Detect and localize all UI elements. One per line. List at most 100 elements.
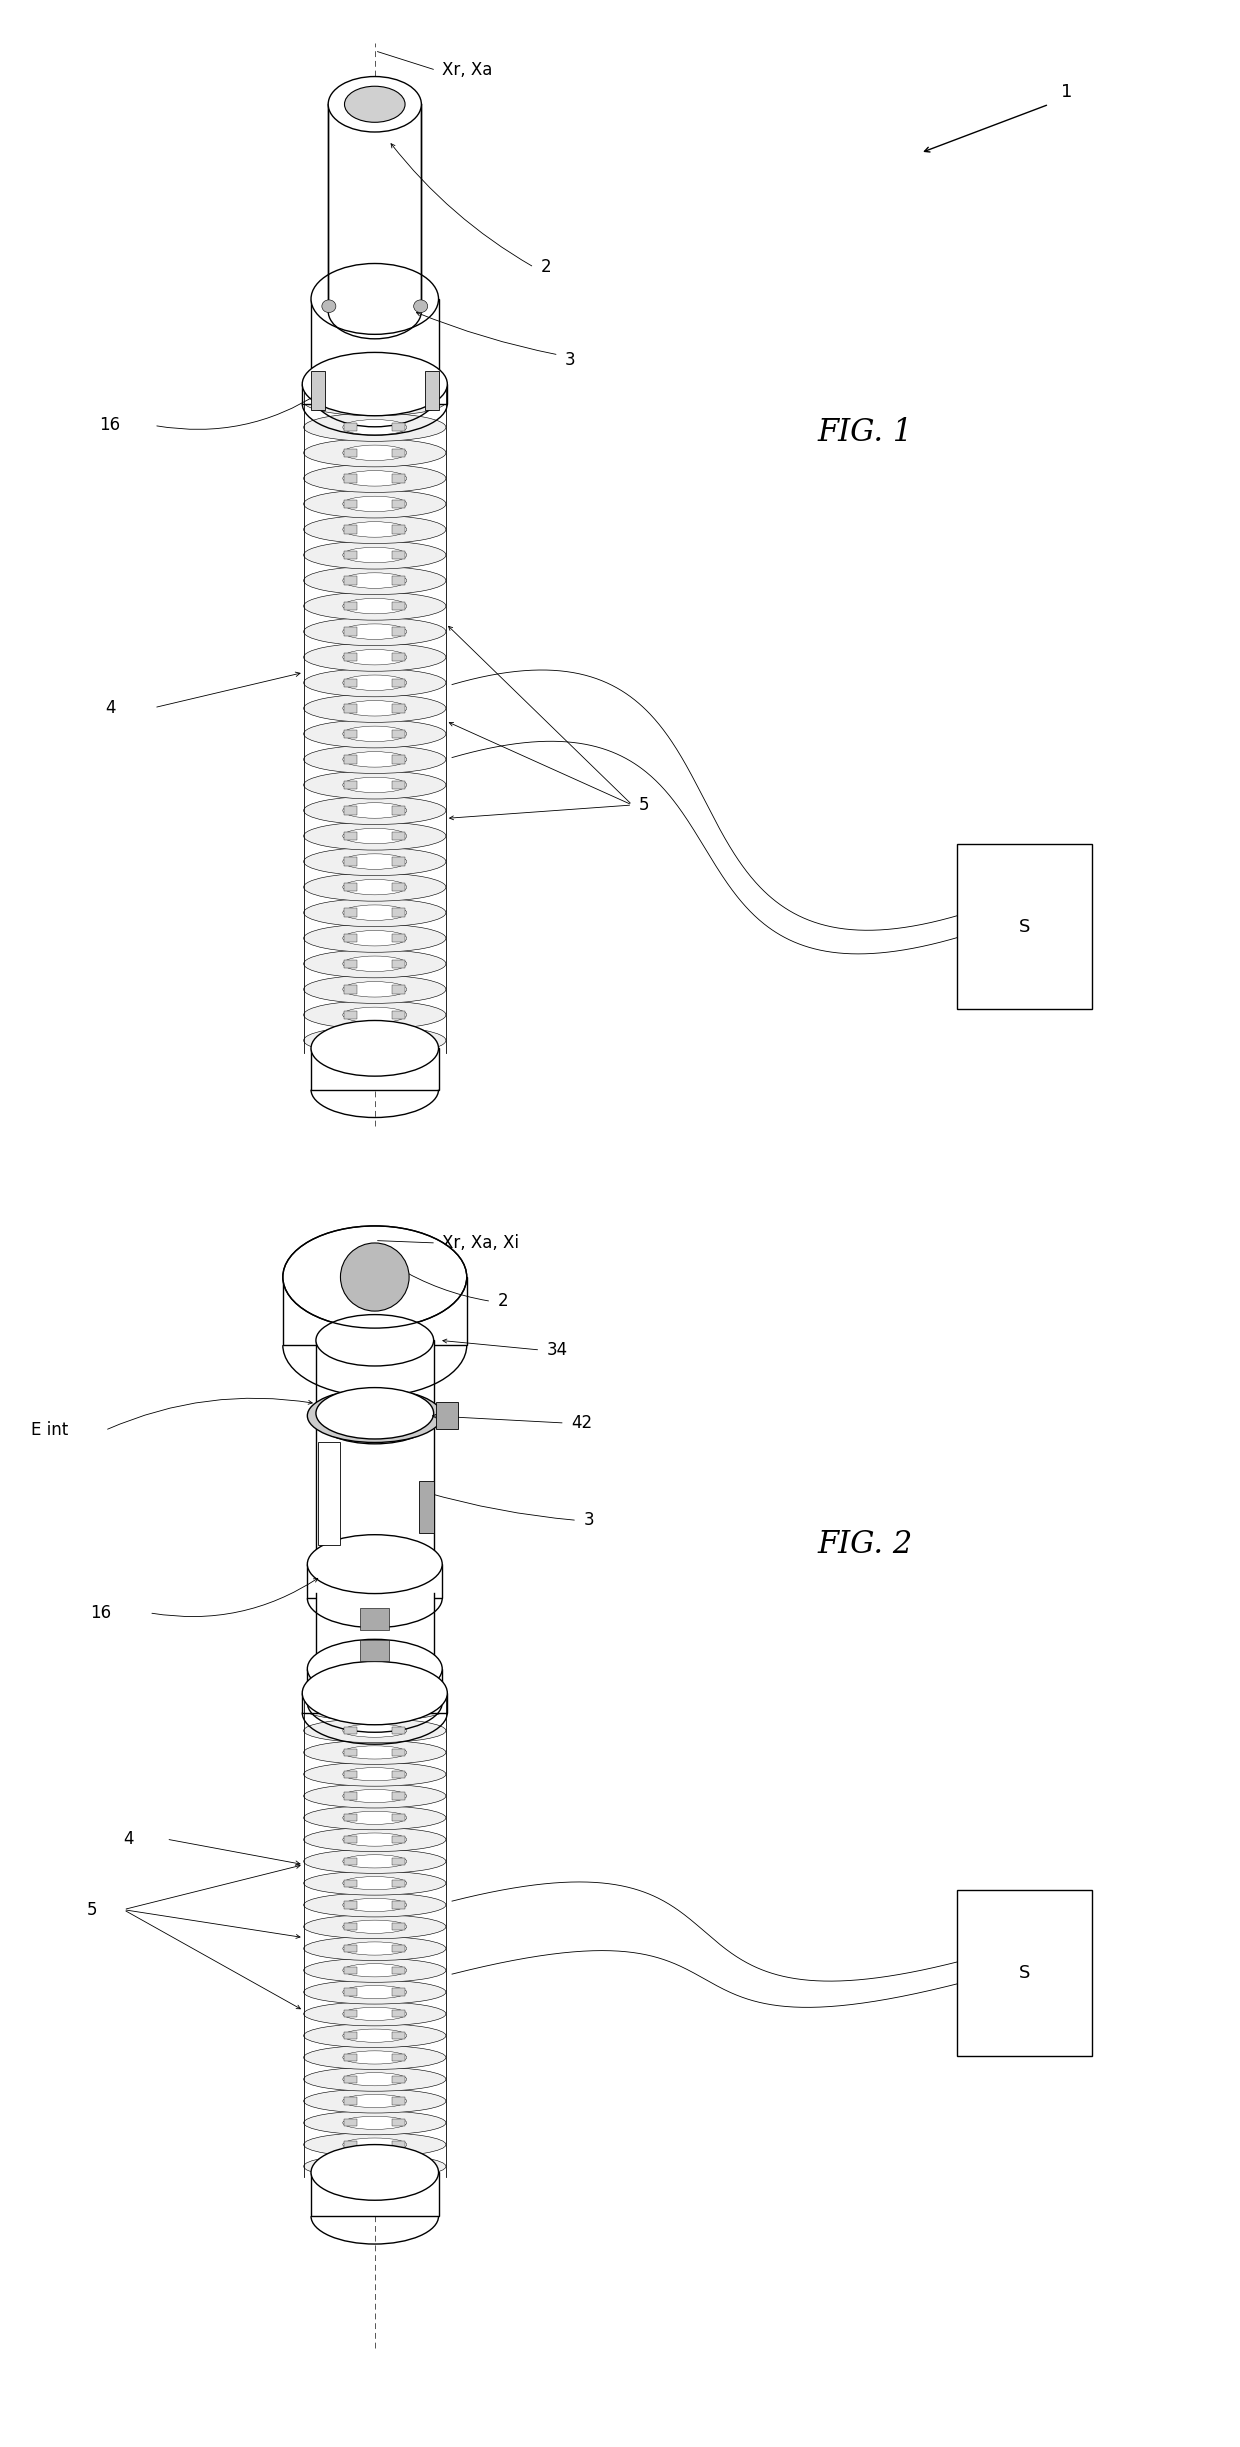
- Bar: [392, 805, 405, 815]
- Ellipse shape: [304, 1025, 446, 1055]
- Ellipse shape: [304, 898, 446, 927]
- Bar: [392, 781, 405, 788]
- Ellipse shape: [304, 2002, 446, 2026]
- Bar: [345, 1901, 357, 1909]
- Text: S: S: [1019, 1965, 1030, 1982]
- Ellipse shape: [304, 847, 446, 876]
- Ellipse shape: [304, 592, 446, 619]
- Ellipse shape: [342, 548, 407, 563]
- Ellipse shape: [304, 695, 446, 722]
- Bar: [345, 526, 357, 533]
- Ellipse shape: [342, 445, 407, 460]
- Bar: [311, 1047, 439, 1089]
- Bar: [345, 986, 357, 993]
- Ellipse shape: [342, 624, 407, 639]
- Text: 42: 42: [570, 1414, 591, 1431]
- Ellipse shape: [304, 925, 446, 952]
- Bar: [345, 423, 357, 431]
- Ellipse shape: [342, 2161, 407, 2173]
- Bar: [345, 1750, 357, 1757]
- Ellipse shape: [342, 1833, 407, 1845]
- Ellipse shape: [342, 1921, 407, 1933]
- Ellipse shape: [304, 668, 446, 697]
- Bar: [345, 678, 357, 688]
- Bar: [311, 2173, 439, 2217]
- Ellipse shape: [304, 746, 446, 773]
- Ellipse shape: [342, 778, 407, 793]
- Bar: [957, 1889, 1092, 2055]
- Bar: [319, 1441, 341, 1544]
- Ellipse shape: [304, 719, 446, 749]
- Bar: [392, 448, 405, 458]
- Text: E int: E int: [31, 1422, 68, 1439]
- Ellipse shape: [342, 1811, 407, 1825]
- Ellipse shape: [342, 727, 407, 741]
- Ellipse shape: [304, 1806, 446, 1830]
- Ellipse shape: [342, 827, 407, 844]
- Ellipse shape: [342, 521, 407, 538]
- Ellipse shape: [311, 1020, 439, 1077]
- Bar: [392, 1967, 405, 1975]
- Bar: [345, 856, 357, 866]
- Ellipse shape: [342, 2051, 407, 2063]
- Ellipse shape: [341, 1243, 409, 1312]
- Bar: [392, 1857, 405, 1865]
- Ellipse shape: [283, 1226, 466, 1329]
- Bar: [345, 396, 357, 406]
- Bar: [345, 1728, 357, 1735]
- Bar: [392, 653, 405, 661]
- Ellipse shape: [304, 2090, 446, 2114]
- Ellipse shape: [304, 1958, 446, 1982]
- Bar: [345, 729, 357, 739]
- Bar: [392, 729, 405, 739]
- Ellipse shape: [342, 2117, 407, 2129]
- Bar: [392, 396, 405, 406]
- Bar: [392, 475, 405, 482]
- Bar: [345, 1989, 357, 1997]
- Bar: [345, 475, 357, 482]
- Bar: [392, 856, 405, 866]
- Ellipse shape: [304, 771, 446, 800]
- Bar: [392, 2011, 405, 2016]
- Ellipse shape: [316, 1387, 434, 1439]
- Ellipse shape: [342, 957, 407, 971]
- Bar: [283, 1277, 466, 1346]
- Bar: [316, 1414, 434, 1569]
- Bar: [345, 1857, 357, 1865]
- Ellipse shape: [303, 352, 448, 416]
- Bar: [308, 1564, 443, 1598]
- Bar: [392, 1945, 405, 1953]
- Text: FIG. 1: FIG. 1: [817, 418, 913, 448]
- Ellipse shape: [342, 2095, 407, 2107]
- Text: Xr, Xa, Xi: Xr, Xa, Xi: [443, 1233, 520, 1253]
- Ellipse shape: [304, 1872, 446, 1894]
- Ellipse shape: [304, 949, 446, 979]
- Text: 4: 4: [124, 1830, 134, 1847]
- Bar: [392, 1035, 405, 1045]
- Ellipse shape: [342, 1877, 407, 1889]
- Text: 2: 2: [497, 1292, 508, 1309]
- Bar: [345, 705, 357, 712]
- Ellipse shape: [304, 1696, 446, 1720]
- Bar: [345, 2075, 357, 2082]
- Bar: [345, 1923, 357, 1931]
- Text: 3: 3: [565, 350, 575, 369]
- Ellipse shape: [304, 2112, 446, 2134]
- Ellipse shape: [342, 394, 407, 409]
- Ellipse shape: [304, 2134, 446, 2156]
- Ellipse shape: [304, 1894, 446, 1916]
- Ellipse shape: [342, 573, 407, 587]
- Ellipse shape: [342, 1033, 407, 1047]
- Bar: [311, 299, 439, 392]
- Ellipse shape: [342, 854, 407, 869]
- Bar: [392, 1835, 405, 1843]
- Ellipse shape: [342, 418, 407, 436]
- Ellipse shape: [304, 1718, 446, 1742]
- Ellipse shape: [342, 878, 407, 896]
- Bar: [392, 602, 405, 609]
- Bar: [392, 908, 405, 918]
- Ellipse shape: [342, 648, 407, 666]
- Ellipse shape: [329, 76, 422, 132]
- Text: 1: 1: [1061, 83, 1073, 100]
- Ellipse shape: [308, 1639, 443, 1698]
